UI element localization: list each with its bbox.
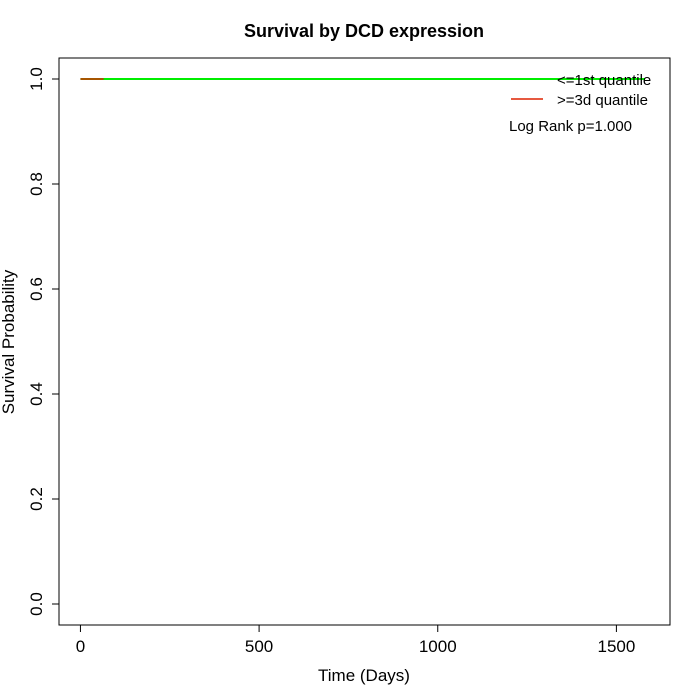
y-tick-label: 0.6 bbox=[27, 277, 46, 301]
x-tick-label: 1500 bbox=[597, 637, 635, 656]
legend-label-high: >=3d quantile bbox=[557, 92, 648, 109]
x-axis-label: Time (Days) bbox=[318, 666, 410, 685]
y-tick-label: 0.2 bbox=[27, 487, 46, 511]
legend-label-low: <=1st quantile bbox=[557, 72, 651, 89]
x-tick-label: 0 bbox=[76, 637, 85, 656]
x-tick-label: 1000 bbox=[419, 637, 457, 656]
y-tick-label: 0.8 bbox=[27, 172, 46, 196]
log-rank-annotation: Log Rank p=1.000 bbox=[509, 118, 632, 135]
y-axis: 0.0 0.2 0.4 0.6 0.8 1.0 bbox=[27, 67, 60, 616]
y-tick-label: 0.0 bbox=[27, 592, 46, 616]
x-axis: 0 500 1000 1500 bbox=[76, 624, 635, 656]
plot-frame bbox=[58, 57, 671, 626]
y-axis-label: Survival Probability bbox=[0, 269, 18, 414]
legend: <=1st quantile >=3d quantile bbox=[511, 72, 651, 109]
y-tick-label: 1.0 bbox=[27, 67, 46, 91]
x-tick-label: 500 bbox=[245, 637, 273, 656]
chart-title: Survival by DCD expression bbox=[244, 21, 484, 41]
y-tick-label: 0.4 bbox=[27, 382, 46, 406]
